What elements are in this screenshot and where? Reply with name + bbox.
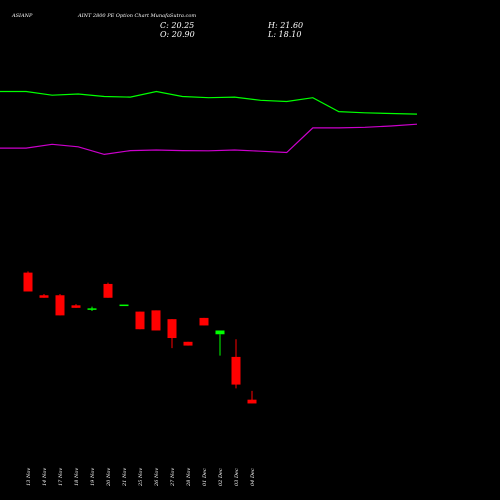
x-tick-label: 02 Dec — [218, 468, 224, 486]
chart-title: AINT 2800 PE Option Chart MunafaSutra.co… — [77, 13, 196, 19]
candle-body — [39, 295, 49, 298]
candle-body — [167, 319, 177, 339]
candle-04-dec — [247, 390, 257, 404]
candle-02-dec — [215, 330, 225, 356]
x-tick-label: 19 Nov — [90, 468, 96, 486]
x-tick-label: 04 Dec — [250, 468, 256, 486]
x-tick-label: 14 Nov — [42, 468, 48, 486]
open-label: O: 20.90 — [160, 30, 195, 39]
candle-body — [199, 317, 209, 326]
x-tick-label: 25 Nov — [138, 468, 144, 487]
x-tick-label: 20 Nov — [106, 468, 112, 487]
candle-28-nov — [183, 341, 193, 346]
x-tick-label: 21 Nov — [122, 468, 128, 487]
candle-body — [231, 356, 241, 385]
candle-27-nov — [167, 319, 177, 349]
x-tick-label: 17 Nov — [58, 468, 64, 486]
candle-body — [151, 310, 161, 331]
symbol-label: ASIANP — [11, 13, 33, 19]
x-tick-label: 13 Nov — [26, 468, 32, 486]
candle-21-nov — [119, 304, 129, 307]
candle-20-nov — [103, 282, 113, 298]
indicator-line-2 — [0, 123, 418, 156]
candle-body — [55, 295, 65, 316]
candle-18-nov — [71, 304, 81, 308]
x-tick-label: 01 Dec — [202, 468, 208, 486]
candle-14-nov — [39, 294, 49, 298]
candle-body — [247, 399, 257, 404]
x-tick-label: 18 Nov — [74, 468, 80, 486]
x-tick-label: 26 Nov — [154, 468, 160, 487]
candle-body — [103, 283, 113, 298]
candle-17-nov — [55, 294, 65, 316]
candle-25-nov — [135, 311, 145, 330]
candle-03-dec — [231, 339, 241, 389]
close-label: C: 20.25 — [160, 21, 194, 30]
candle-body — [71, 305, 81, 308]
candle-19-nov — [87, 306, 97, 311]
indicator-line-1 — [0, 90, 418, 115]
x-axis-tick-labels: 13 Nov 14 Nov 17 Nov 18 Nov 19 Nov 20 Nov 21 N… — [26, 468, 256, 487]
candle-body — [135, 311, 145, 330]
x-tick-label: 03 Dec — [234, 468, 240, 486]
indicator-lines — [0, 90, 418, 156]
candles — [23, 271, 257, 404]
candle-26-nov — [151, 310, 161, 331]
low-label: L: 18.10 — [267, 30, 301, 39]
x-tick-label: 28 Nov — [186, 468, 192, 487]
x-tick-label: 27 Nov — [170, 468, 176, 487]
candle-01-dec — [199, 317, 209, 326]
candle-body — [183, 341, 193, 346]
candle-body — [23, 272, 33, 292]
candle-13-nov — [23, 271, 33, 292]
high-label: H: 21.60 — [267, 21, 303, 30]
candle-body — [87, 308, 97, 310]
candle-body — [215, 330, 225, 335]
candle-body — [119, 304, 129, 307]
